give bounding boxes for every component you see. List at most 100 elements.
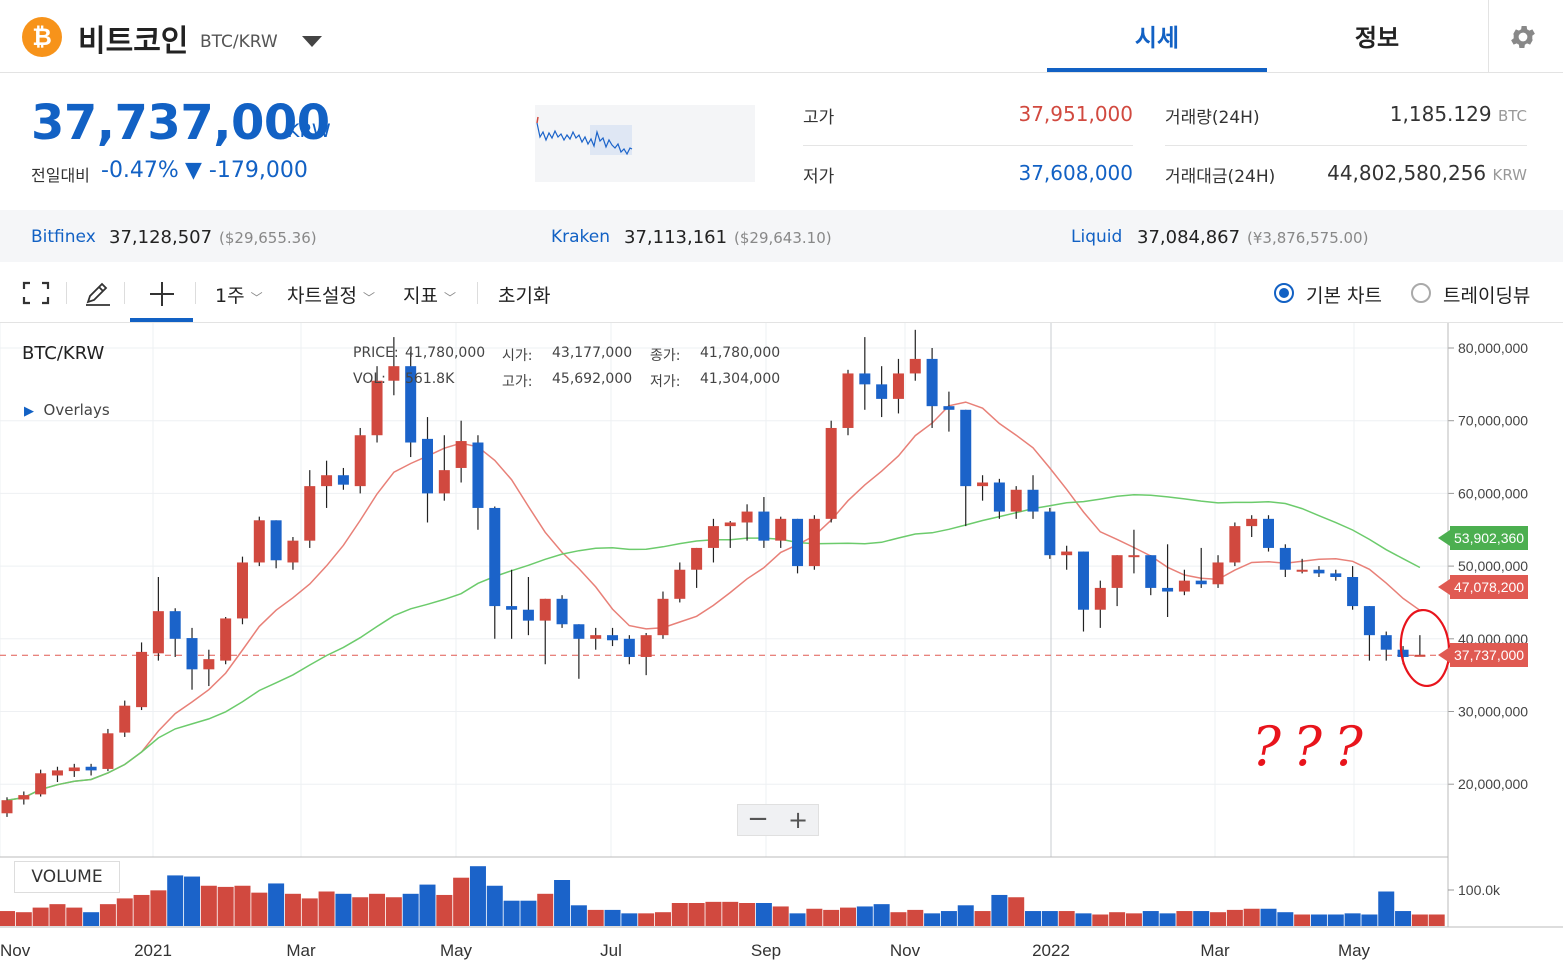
exchange-name[interactable]: Bitfinex	[31, 227, 96, 247]
price-chart[interactable]: 80,000,000 70,000,000 60,000,000 50,000,000…	[0, 323, 1563, 971]
volume-bar	[469, 866, 486, 926]
candle-body	[808, 518, 820, 567]
candle-body	[1061, 551, 1073, 556]
volume-bar	[486, 885, 503, 926]
volume-bar	[537, 893, 554, 926]
candle-body	[506, 606, 518, 610]
x-tick-label: 2022	[1032, 941, 1070, 960]
x-tick-label: May	[1338, 941, 1371, 960]
reset-button[interactable]: 초기화	[498, 285, 551, 307]
y-tick-label: 80,000,000	[1458, 340, 1528, 356]
tradingview-radio[interactable]	[1411, 283, 1431, 303]
low-value: 37,608,000	[1018, 161, 1133, 185]
pencil-icon[interactable]	[84, 280, 112, 306]
exchange-name[interactable]: Liquid	[1071, 227, 1123, 247]
candle-body	[422, 438, 433, 494]
volume-bar	[335, 893, 352, 926]
exchange-name[interactable]: Kraken	[551, 227, 611, 247]
ohlc-close-label: 종가:	[650, 348, 681, 364]
tab-price[interactable]: 시세	[1134, 24, 1180, 52]
price-tag-label: 53,902,360	[1450, 525, 1529, 550]
y-tick-label: 30,000,000	[1458, 704, 1528, 720]
candle-body	[203, 659, 215, 670]
settings-button[interactable]	[1488, 0, 1563, 72]
tradingview-label[interactable]: 트레이딩뷰	[1443, 285, 1531, 307]
volume-bar	[1109, 912, 1126, 926]
volume-bar	[385, 897, 402, 926]
candle-body	[287, 540, 299, 563]
volume-bar	[755, 903, 772, 926]
volume-bar	[621, 913, 638, 926]
candle-body	[623, 638, 635, 657]
candle-body	[220, 618, 232, 661]
crosshair-icon[interactable]	[149, 281, 175, 307]
candle-body	[792, 518, 804, 567]
volume-bar	[1395, 911, 1412, 926]
candle-body	[909, 358, 921, 374]
candle-body	[169, 611, 181, 639]
candle-body	[691, 547, 703, 570]
overlays-toggle[interactable]: ▶ Overlays	[24, 401, 110, 419]
y-tick-label: 60,000,000	[1458, 485, 1528, 501]
volume-bar	[217, 886, 234, 926]
exchange-price: 37,084,867	[1137, 227, 1241, 248]
volume-bar	[99, 904, 116, 926]
candle-body	[825, 427, 837, 519]
x-tick-label: Nov	[890, 941, 921, 960]
candle-body	[1347, 577, 1359, 607]
volume-bar	[1075, 913, 1092, 926]
candle-body	[321, 475, 333, 487]
volume-bar	[890, 912, 907, 926]
tab-info[interactable]: 정보	[1354, 24, 1400, 52]
zoom-in-button[interactable]: +	[787, 806, 809, 834]
exchange-foreign-price: (¥3,876,575.00)	[1247, 229, 1369, 247]
volume-bar	[1058, 911, 1075, 926]
candle-body	[943, 406, 955, 410]
candle-body	[1397, 649, 1409, 657]
volume-bar	[570, 905, 587, 926]
candle-body	[960, 409, 972, 487]
volume-bar	[1125, 913, 1142, 926]
volume-bar	[369, 893, 386, 926]
volume-bar	[268, 883, 285, 926]
toolbar-separator	[124, 282, 125, 304]
volume-bar	[1008, 897, 1025, 926]
basic-chart-label[interactable]: 기본 차트	[1306, 285, 1382, 307]
chevron-down-icon: ﹀	[444, 291, 457, 305]
candle-body	[337, 475, 349, 485]
candle-body	[590, 635, 602, 639]
change-amount: ▼ -179,000	[185, 158, 308, 183]
candle-body	[1246, 518, 1258, 527]
candle-body	[1380, 635, 1392, 650]
candle-body	[1027, 489, 1039, 512]
volume-bar	[1092, 914, 1109, 926]
chart-settings-select[interactable]: 차트설정 ﹀	[287, 285, 375, 307]
candle-body	[1263, 518, 1274, 548]
candle-body	[1363, 606, 1375, 636]
volume-bar	[200, 885, 217, 926]
basic-chart-radio[interactable]	[1274, 283, 1294, 303]
candle-body	[1330, 573, 1342, 578]
volume-bar	[671, 903, 688, 926]
zoom-out-button[interactable]: −	[747, 804, 769, 834]
interval-select[interactable]: 1주 ﹀	[215, 285, 263, 307]
volume-bar	[1260, 908, 1277, 926]
candle-body	[859, 373, 871, 385]
volume-bar	[688, 903, 705, 926]
volume-bar	[1428, 914, 1445, 926]
volume-bar	[806, 908, 823, 926]
fullscreen-icon[interactable]	[22, 281, 50, 305]
indicators-select[interactable]: 지표 ﹀	[403, 285, 457, 307]
candle-body	[405, 366, 417, 443]
x-tick-label: 2021	[134, 941, 172, 960]
coin-dropdown-icon[interactable]	[302, 36, 322, 47]
candle-body	[1414, 654, 1426, 657]
candle-body	[119, 705, 131, 733]
candle-body	[1212, 562, 1224, 585]
volume-bar	[873, 904, 890, 926]
candle-body	[85, 766, 97, 771]
gear-icon[interactable]	[1508, 22, 1538, 52]
candle-body	[1296, 569, 1308, 572]
volume-bar	[840, 907, 856, 926]
volume-bar	[739, 903, 756, 926]
